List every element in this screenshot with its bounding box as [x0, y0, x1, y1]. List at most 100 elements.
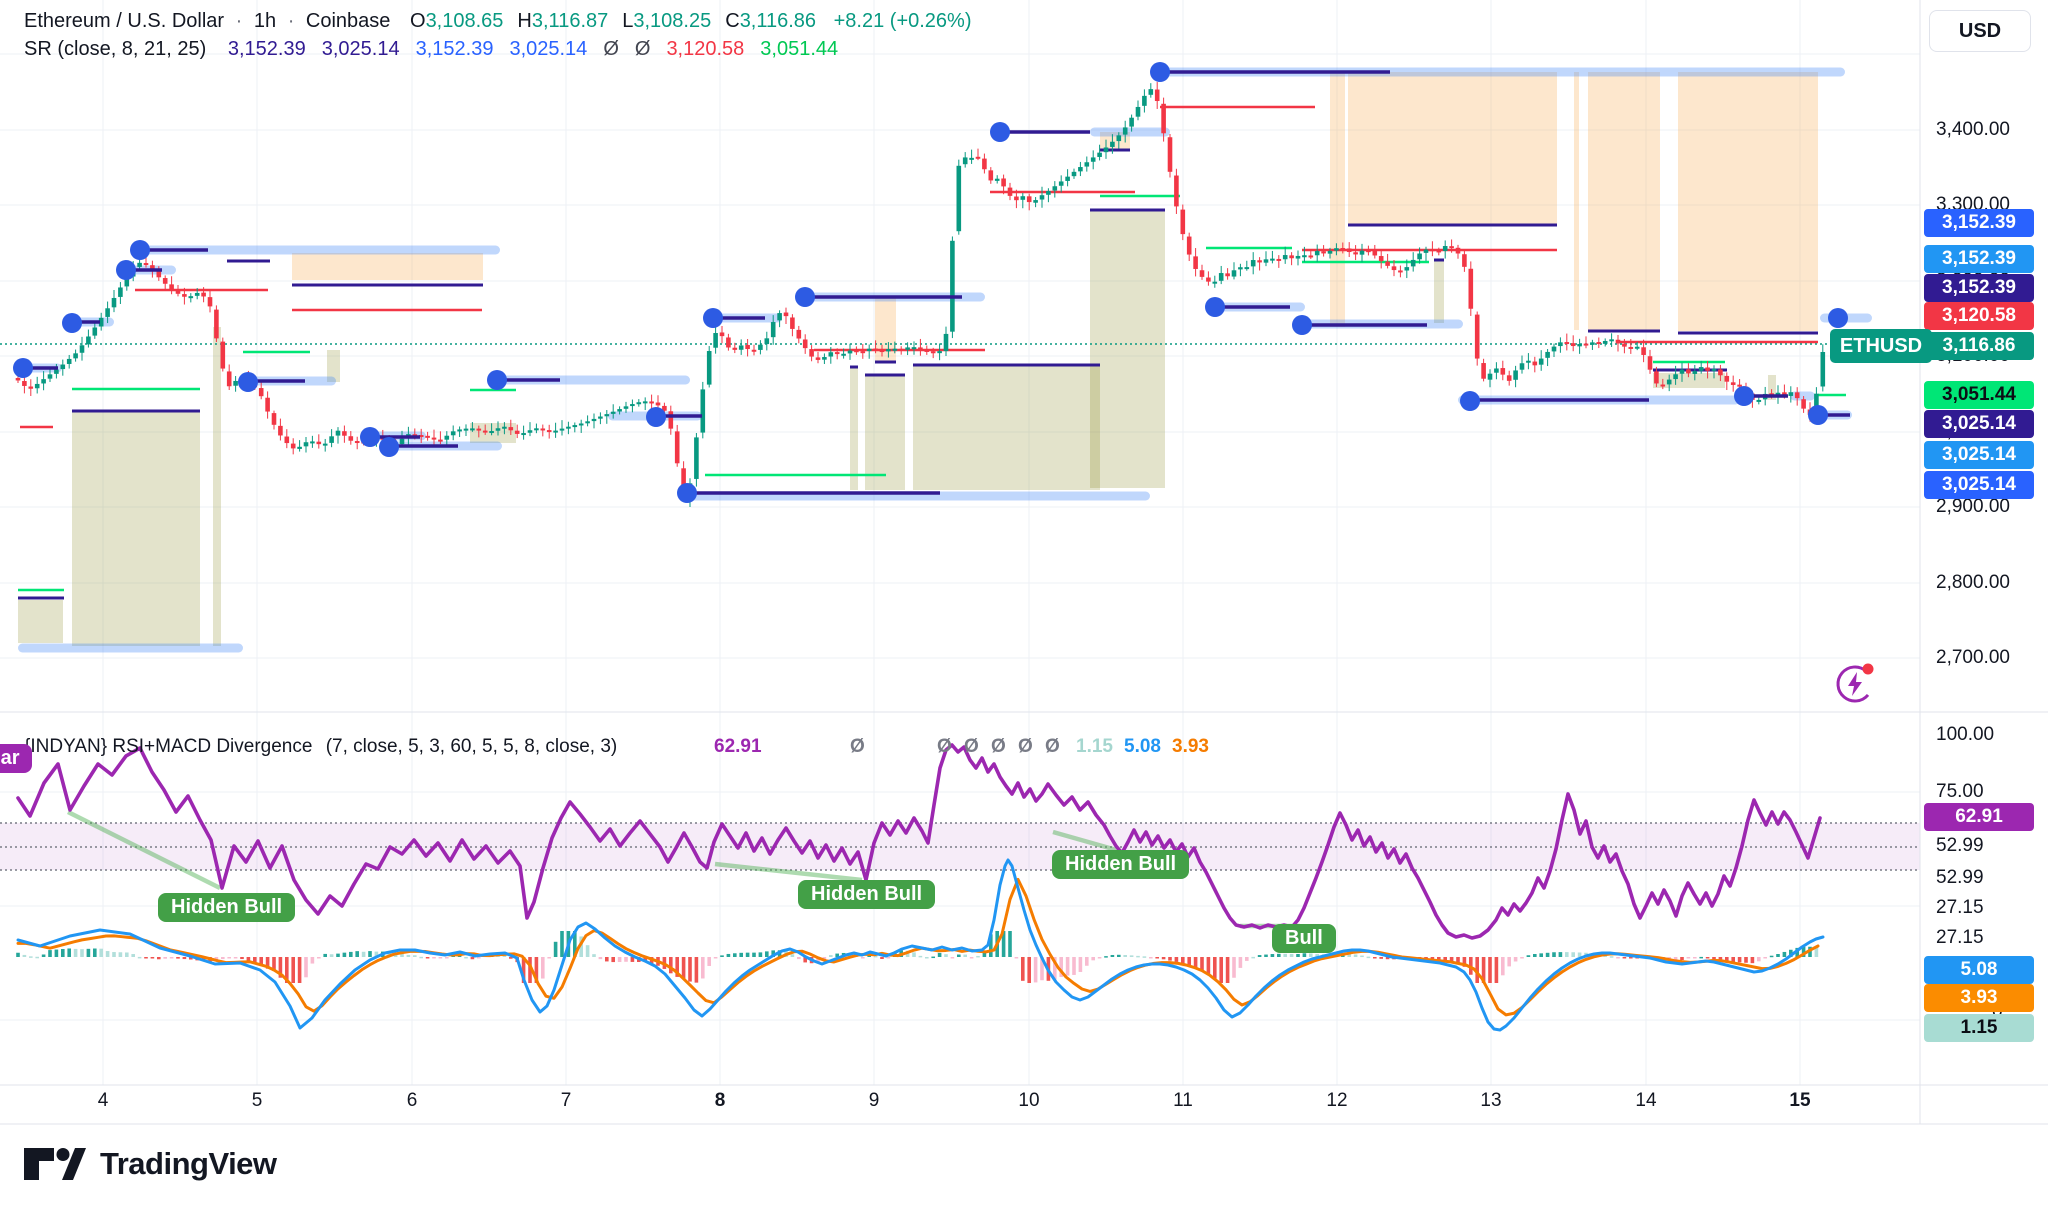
- candle-body: [1129, 117, 1134, 127]
- candle-body: [1468, 268, 1474, 309]
- macd-histogram-bar: [573, 931, 577, 957]
- macd-histogram-bar: [630, 957, 635, 962]
- candle-body: [463, 428, 469, 431]
- candle-body: [655, 402, 661, 406]
- candle-body: [1526, 360, 1531, 363]
- macd-histogram-bar: [413, 955, 417, 957]
- sr-value: 3,025.14: [509, 38, 588, 60]
- sr-value: 3,051.44: [760, 38, 839, 60]
- sr-marker-circle[interactable]: [1292, 315, 1312, 335]
- candle-body: [156, 270, 162, 278]
- sr-marker-circle[interactable]: [238, 372, 258, 392]
- macd-histogram-bar: [1481, 957, 1486, 983]
- sr-marker-circle[interactable]: [1205, 297, 1225, 317]
- candle-body: [681, 468, 686, 498]
- candle-body: [1103, 147, 1109, 153]
- sr-marker-circle[interactable]: [360, 427, 380, 447]
- indicator-value: Ø: [991, 736, 1006, 757]
- sr-marker-circle[interactable]: [379, 437, 399, 457]
- sr-band: [18, 643, 243, 653]
- indicator-title[interactable]: {INDYAN} RSI+MACD Divergence: [24, 736, 313, 757]
- sr-marker-circle[interactable]: [487, 370, 507, 390]
- macd-histogram-bar: [144, 957, 148, 959]
- sr-indicator-title[interactable]: SR (close, 8, 21, 25): [24, 38, 207, 60]
- time-axis-label: 15: [1789, 1090, 1811, 1111]
- macd-histogram-bar: [886, 957, 891, 959]
- sr-marker-circle[interactable]: [703, 308, 723, 328]
- sr-marker-circle[interactable]: [116, 260, 136, 280]
- sr-indicator-values: 3,152.39 3,025.14 3,152.39 3,025.14 Ø Ø 3,120.…: [212, 38, 838, 60]
- macd-histogram-bar: [112, 952, 116, 957]
- currency-usd-button[interactable]: USD: [1929, 10, 2031, 52]
- macd-histogram-bar: [329, 954, 334, 957]
- candle-body: [1442, 246, 1448, 251]
- sr-marker-circle[interactable]: [1808, 405, 1828, 425]
- macd-histogram-bar: [1814, 947, 1819, 957]
- macd-histogram-bar: [1059, 957, 1063, 977]
- sr-marker-circle[interactable]: [1460, 391, 1480, 411]
- macd-histogram-bar: [1705, 957, 1710, 959]
- candle-body: [1090, 157, 1096, 162]
- macd-histogram-bar: [1475, 957, 1479, 983]
- indicator-axis-badge: 62.91: [1924, 803, 2034, 831]
- macd-histogram-bar: [701, 957, 705, 979]
- symbol-title[interactable]: Ethereum / U.S. Dollar: [24, 10, 225, 32]
- interval-label[interactable]: 1h: [253, 10, 277, 32]
- indicator-value: Ø: [1018, 736, 1033, 757]
- macd-histogram-bar: [1283, 953, 1287, 957]
- sr-marker-circle[interactable]: [62, 313, 82, 333]
- candle-body: [1404, 267, 1410, 271]
- tradingview-logo[interactable]: TradingView: [22, 1144, 277, 1184]
- price-axis-label: 2,800.00: [1936, 572, 2010, 593]
- supply-zone: [1348, 72, 1557, 225]
- sr-marker-circle[interactable]: [13, 358, 33, 378]
- supply-zone: [1588, 72, 1660, 330]
- candle-body: [790, 317, 795, 329]
- macd-histogram-bar: [1456, 957, 1460, 964]
- candle-body: [1545, 351, 1550, 358]
- time-axis-label: 7: [560, 1090, 572, 1111]
- macd-histogram-bar: [1168, 957, 1172, 961]
- candle-body: [1494, 368, 1499, 373]
- sr-marker-circle[interactable]: [1828, 308, 1848, 328]
- tradingview-logo-mark: [24, 1148, 86, 1180]
- candle-body: [1590, 342, 1595, 345]
- macd-histogram-bar: [931, 956, 935, 959]
- macd-histogram-bar: [1686, 957, 1691, 959]
- demand-zone: [18, 600, 63, 643]
- time-axis-label: 13: [1480, 1090, 1502, 1111]
- time-axis-label: 11: [1173, 1090, 1193, 1111]
- boost-lightning-icon[interactable]: [1828, 656, 1888, 712]
- macd-histogram-bar: [541, 957, 545, 979]
- candle-body: [649, 401, 654, 404]
- macd-histogram-bar: [624, 957, 628, 962]
- sr-marker-circle[interactable]: [677, 483, 697, 503]
- sr-marker-circle[interactable]: [990, 122, 1010, 142]
- macd-histogram-bar: [1174, 957, 1179, 962]
- candle-body: [1039, 195, 1045, 200]
- candle-body: [1532, 361, 1538, 366]
- candle-body: [1449, 246, 1454, 249]
- macd-histogram-bar: [336, 953, 340, 957]
- indicator-value: Ø: [1045, 736, 1060, 757]
- candle-body: [770, 322, 776, 338]
- candle-body: [1487, 373, 1493, 380]
- rsi-line: [16, 743, 1822, 940]
- candle-body: [911, 347, 917, 350]
- candle-body: [1602, 340, 1608, 344]
- supply-zone: [1330, 72, 1345, 327]
- candle-body: [431, 437, 437, 440]
- sr-marker-circle[interactable]: [130, 240, 150, 260]
- candle-body: [1212, 281, 1218, 284]
- sr-marker-circle[interactable]: [795, 287, 815, 307]
- candle-body: [1193, 256, 1198, 269]
- exchange-label[interactable]: Coinbase: [305, 10, 391, 32]
- macd-histogram-bar: [1360, 955, 1364, 958]
- macd-histogram-bar: [739, 952, 743, 957]
- sr-marker-circle[interactable]: [1734, 386, 1754, 406]
- indicator-value: 5.08: [1124, 736, 1161, 757]
- candle-body: [1423, 249, 1429, 253]
- sr-marker-circle[interactable]: [646, 407, 666, 427]
- sr-marker-circle[interactable]: [1150, 62, 1170, 82]
